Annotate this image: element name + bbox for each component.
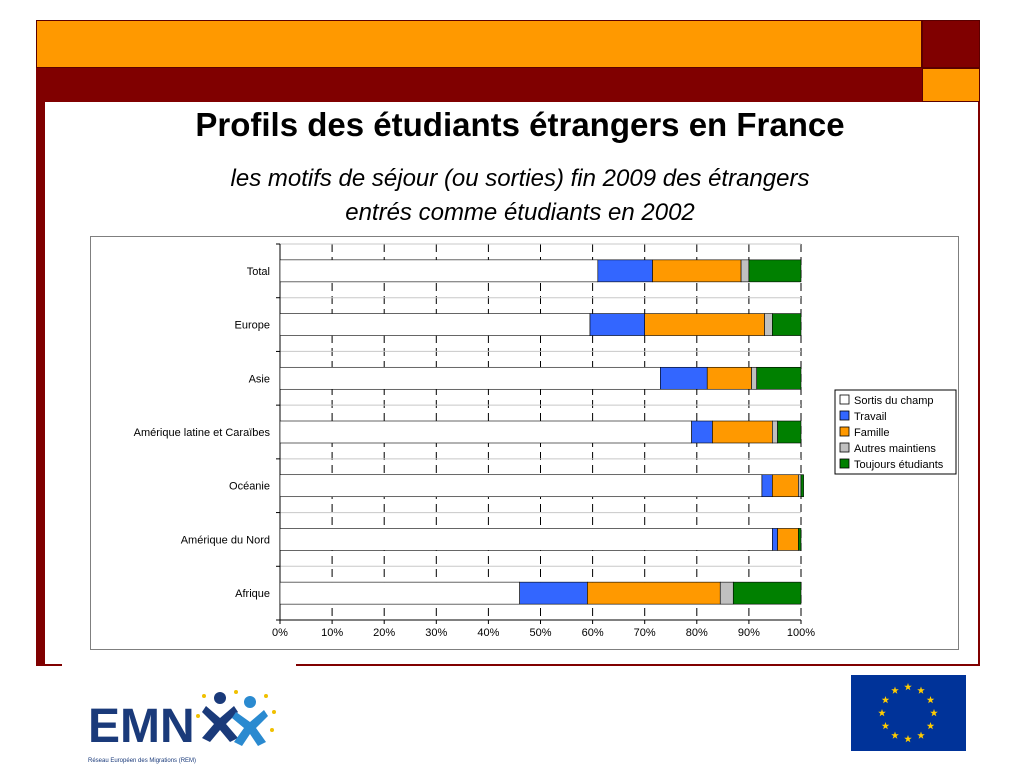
eu-star-icon — [881, 722, 890, 730]
subtitle-line-1: les motifs de séjour (ou sorties) fin 20… — [230, 165, 810, 192]
bar-segment — [706, 366, 752, 390]
bar-segment — [691, 420, 713, 444]
legend-entry: Toujours étudiants — [854, 459, 944, 471]
x-tick-label: 100% — [787, 627, 815, 639]
category-label: Amérique latine et Caraïbes — [134, 427, 271, 439]
bottom-frame-line-left — [36, 664, 62, 666]
eu-star-icon — [881, 696, 890, 704]
bar-segment — [519, 581, 588, 605]
legend-swatch — [839, 442, 850, 453]
bar-segment — [589, 313, 645, 336]
stacked-bar-chart: Total Europe Asie Amérique latine et Caraïb… — [134, 243, 957, 639]
x-tick-label: 10% — [321, 627, 343, 639]
eu-stars-icon — [878, 683, 938, 743]
bottom-frame-line — [296, 664, 980, 666]
bar-segment — [740, 259, 750, 283]
category-label: Afrique — [235, 588, 270, 600]
bar-segment — [279, 259, 599, 283]
x-tick-label: 60% — [582, 627, 604, 639]
legend-swatch — [839, 426, 850, 437]
legend-entry: Famille — [854, 427, 889, 439]
bar-segment — [279, 313, 591, 336]
legend-entry: Travail — [854, 411, 887, 423]
bar-segment — [772, 474, 799, 498]
header-maroon-square — [922, 20, 980, 68]
bar-segment — [777, 420, 802, 444]
bar-segment — [732, 581, 802, 605]
category-label: Asie — [249, 373, 270, 385]
bar-segment — [772, 420, 778, 444]
x-tick-label: 70% — [634, 627, 656, 639]
legend-swatch — [839, 410, 850, 421]
category-label: Océanie — [229, 481, 270, 493]
bar-segment — [772, 528, 778, 551]
bar-segment — [712, 420, 773, 444]
eu-star-icon — [917, 731, 925, 739]
emn-logo: EMN Réseau Européen des Migrations (REM) — [88, 690, 276, 764]
x-tick-label: 30% — [425, 627, 447, 639]
header-orange-band — [36, 20, 922, 68]
category-label: Europe — [235, 320, 270, 332]
eu-star-icon — [926, 722, 935, 730]
x-tick-label: 90% — [738, 627, 760, 639]
bar-segment — [279, 366, 661, 390]
category-label: Amérique du Nord — [181, 534, 270, 546]
bar-segment — [652, 259, 742, 283]
eu-flag — [851, 675, 966, 751]
x-tick-label: 50% — [529, 627, 551, 639]
bar-segment — [756, 366, 802, 390]
bar-segment — [279, 581, 520, 605]
eu-star-icon — [878, 709, 886, 717]
bar-segment — [644, 313, 765, 336]
header-orange-square — [922, 68, 980, 102]
eu-star-icon — [904, 683, 912, 691]
x-tick-label: 40% — [477, 627, 499, 639]
emn-logo-tagline: Réseau Européen des Migrations (REM) — [88, 758, 196, 764]
category-label: Total — [247, 266, 270, 278]
bar-segment — [751, 366, 758, 390]
bar-segment — [772, 313, 802, 336]
bar-segment — [798, 528, 802, 551]
eu-star-icon — [891, 731, 899, 739]
bar-segment — [777, 528, 799, 551]
legend-entry: Autres maintiens — [854, 443, 936, 455]
emn-logo-wordmark: EMN — [88, 700, 195, 753]
eu-star-icon — [917, 686, 925, 694]
eu-star-icon — [891, 686, 899, 694]
eu-star-icon — [930, 709, 938, 717]
bar-segment — [279, 528, 773, 551]
bar-segment — [800, 474, 804, 498]
slide-title: Profils des étudiants étrangers en Franc… — [195, 106, 845, 143]
eu-star-icon — [904, 735, 912, 743]
right-frame-line — [978, 102, 980, 666]
header-maroon-band — [36, 68, 922, 102]
bar-segment — [798, 474, 802, 498]
left-frame-stripe — [36, 102, 45, 666]
bar-segment — [748, 259, 802, 283]
bar-segment — [597, 259, 653, 283]
subtitle-line-2: entrés comme étudiants en 2002 — [345, 199, 695, 226]
x-tick-label: 20% — [373, 627, 395, 639]
bar-segment — [587, 581, 721, 605]
emn-logo-figures-icon — [196, 690, 276, 746]
bar-segment — [660, 366, 708, 390]
bar-segment — [279, 474, 763, 498]
bar-segment — [761, 474, 773, 498]
legend-swatch — [839, 394, 850, 405]
slide-subtitle: les motifs de séjour (ou sorties) fin 20… — [120, 162, 920, 230]
bar-segment — [764, 313, 773, 336]
eu-star-icon — [926, 696, 935, 704]
legend-box — [834, 389, 957, 475]
legend-swatch — [839, 458, 850, 469]
bar-segment — [719, 581, 734, 605]
legend-entry: Sortis du champ — [854, 395, 933, 407]
x-tick-label: 80% — [686, 627, 708, 639]
x-tick-label: 0% — [272, 627, 288, 639]
bar-segment — [279, 420, 692, 444]
